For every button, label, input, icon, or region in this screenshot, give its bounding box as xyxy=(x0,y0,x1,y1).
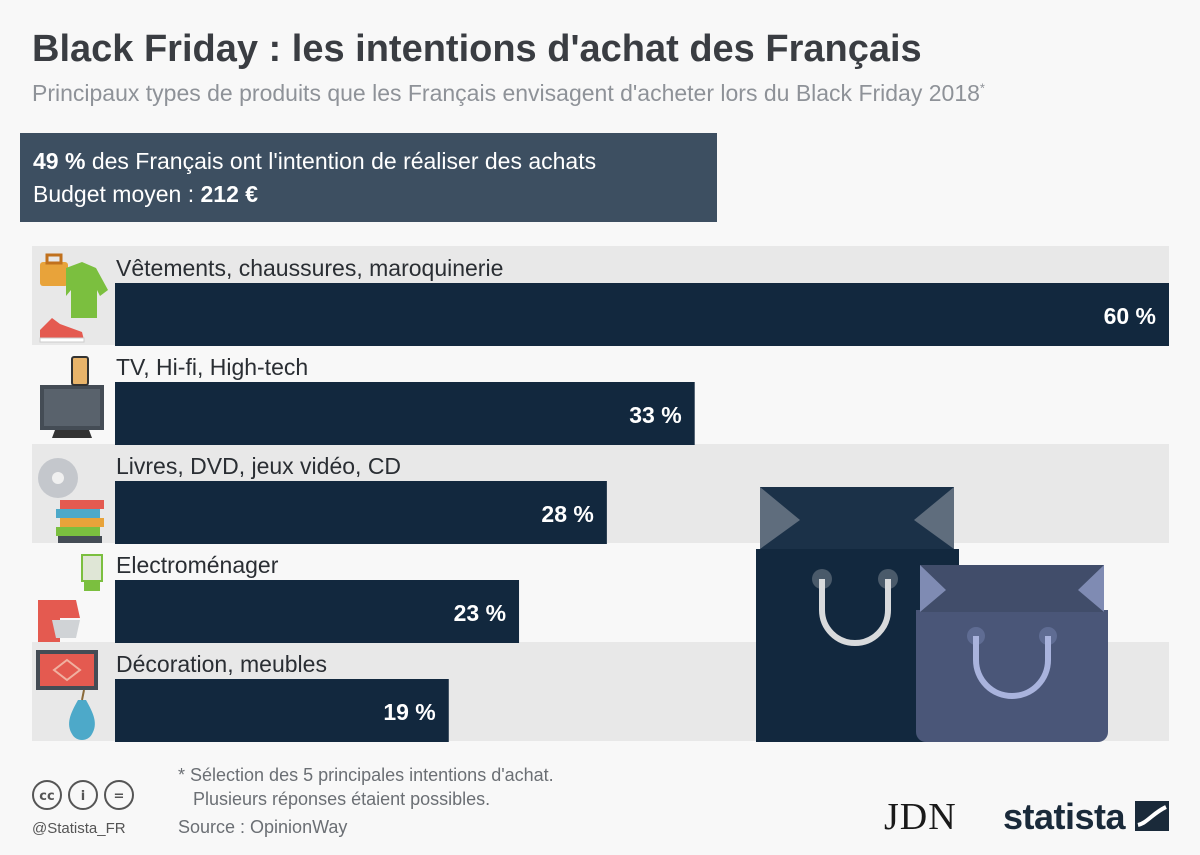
statista-logo-mark-icon xyxy=(1135,801,1169,831)
value-label: 23 % xyxy=(454,600,506,626)
no-derivatives-icon: = xyxy=(104,780,134,810)
bar xyxy=(115,481,607,544)
jdn-logo: JDN xyxy=(884,796,957,838)
category-label: Vêtements, chaussures, maroquinerie xyxy=(116,255,503,281)
bars: Vêtements, chaussures, maroquinerie 60 % T… xyxy=(115,255,1169,742)
summary-intent-text: des Français ont l'intention de réaliser… xyxy=(85,148,597,174)
value-label: 28 % xyxy=(541,501,593,527)
chart-title: Black Friday : les intentions d'achat de… xyxy=(32,28,922,70)
shopping-bags-illustration xyxy=(756,487,1108,742)
source-note: Source : OpinionWay xyxy=(178,817,348,837)
license-icons: cc i = xyxy=(32,780,140,810)
summary-budget-text: Budget moyen : xyxy=(33,181,201,207)
value-label: 19 % xyxy=(383,699,435,725)
chart-subtitle: Principaux types de produits que les Fra… xyxy=(32,80,985,107)
subtitle-text: Principaux types de produits que les Fra… xyxy=(32,80,980,106)
books-dvd-icon xyxy=(38,458,104,543)
value-label: 33 % xyxy=(629,402,681,428)
kitchen-appliance-icon xyxy=(38,554,103,642)
bar xyxy=(115,382,695,445)
bar xyxy=(115,679,449,742)
summary-line-budget: Budget moyen : 212 € xyxy=(33,178,717,211)
bar xyxy=(115,283,1169,346)
statista-logo: statista xyxy=(1003,796,1126,837)
bar xyxy=(115,580,520,643)
light-shopping-bag-icon xyxy=(916,565,1108,742)
cc-icon: cc xyxy=(32,780,62,810)
footnote: * Sélection des 5 principales intentions… xyxy=(178,765,554,809)
category-label: Electroménager xyxy=(116,552,279,578)
category-icons xyxy=(36,253,108,740)
attribution-icon: i xyxy=(68,780,98,810)
category-label: Décoration, meubles xyxy=(116,651,327,677)
value-label: 60 % xyxy=(1104,303,1156,329)
summary-line-intent: 49 % des Français ont l'intention de réa… xyxy=(33,145,717,178)
category-label: TV, Hi-fi, High-tech xyxy=(116,354,308,380)
subtitle-footnote-mark: * xyxy=(979,80,985,96)
summary-intent-value: 49 % xyxy=(33,148,86,174)
tv-icon xyxy=(40,356,104,438)
clothing-icon xyxy=(39,253,108,343)
decoration-icon xyxy=(36,650,98,740)
twitter-handle: @Statista_FR xyxy=(32,820,126,837)
category-label: Livres, DVD, jeux vidéo, CD xyxy=(116,453,401,479)
bar-chart: Vêtements, chaussures, maroquinerie 60 % T… xyxy=(32,246,1169,742)
summary-box: 49 % des Français ont l'intention de réa… xyxy=(20,133,717,222)
summary-budget-value: 212 € xyxy=(200,181,259,207)
